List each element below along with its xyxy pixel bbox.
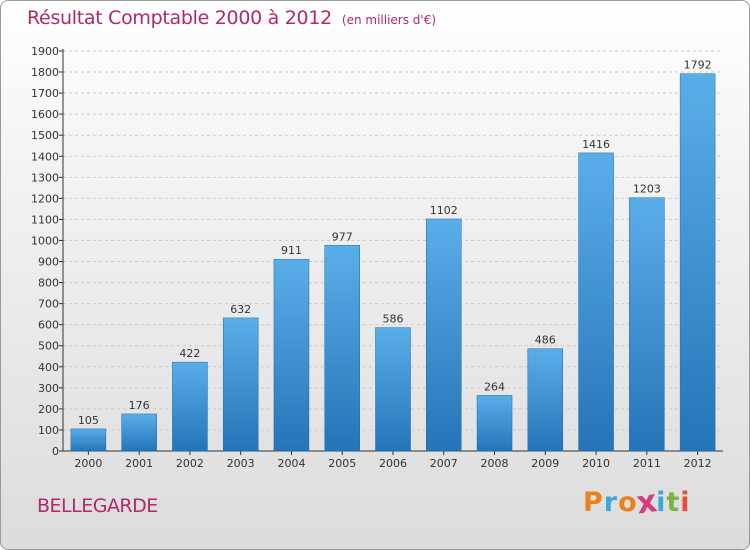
y-tick-label: 1600 — [31, 108, 59, 121]
chart-subtitle: (en milliers d'€) — [341, 13, 437, 27]
y-tick-label: 1300 — [31, 171, 59, 184]
data-label-2007: 1102 — [430, 204, 458, 217]
bar-2008 — [476, 395, 513, 452]
y-tick-label: 700 — [38, 298, 59, 311]
logo-letter: P — [583, 487, 604, 518]
data-label-2010: 1416 — [582, 138, 610, 151]
logo-letter: r — [603, 487, 619, 518]
y-tick-label: 1100 — [31, 213, 59, 226]
y-tick-label: 1200 — [31, 192, 59, 205]
data-label-2012: 1792 — [684, 59, 712, 72]
x-tick-label-2000: 2000 — [74, 457, 102, 470]
bar-2007 — [426, 218, 462, 452]
y-tick-label: 600 — [38, 319, 59, 332]
data-label-2009: 486 — [535, 334, 556, 347]
logo-letter: o — [618, 487, 638, 518]
x-tick-label-2012: 2012 — [684, 457, 712, 470]
y-tick-label: 100 — [38, 424, 59, 437]
title-text: Résultat Comptable 2000 à 2012 — [27, 7, 332, 29]
data-label-2006: 586 — [383, 313, 404, 326]
y-tick-label: 400 — [38, 361, 59, 374]
x-tick-label-2001: 2001 — [125, 457, 153, 470]
logo-letter: t — [666, 487, 681, 518]
bar-2006 — [375, 327, 411, 452]
bar-2012 — [679, 73, 716, 452]
bar-2010 — [578, 152, 614, 452]
x-tick-label-2008: 2008 — [481, 457, 509, 470]
x-tick-label-2005: 2005 — [328, 457, 356, 470]
y-tick-label: 500 — [38, 340, 59, 353]
bar-2003 — [222, 317, 259, 452]
x-tick-label-2009: 2009 — [531, 457, 559, 470]
y-tick-label: 1800 — [31, 66, 59, 79]
data-label-2003: 632 — [230, 303, 251, 316]
bar-2001 — [121, 413, 157, 452]
x-tick-label-2002: 2002 — [176, 457, 204, 470]
y-tick-label: 1700 — [31, 87, 59, 100]
x-tick-label-2007: 2007 — [430, 457, 458, 470]
data-label-2011: 1203 — [633, 183, 661, 196]
chart-title: Résultat Comptable 2000 à 2012 (en millie… — [27, 7, 436, 29]
y-tick-label: 1000 — [31, 234, 59, 247]
data-label-2008: 264 — [484, 380, 505, 393]
bar-2004 — [273, 258, 310, 452]
proxiti-logo[interactable]: Proxiti — [583, 483, 691, 521]
y-tick-label: 800 — [38, 277, 59, 290]
logo-letter: x — [633, 483, 660, 522]
x-tick-label-2004: 2004 — [277, 457, 305, 470]
bar-2011 — [629, 197, 665, 452]
bar-2009 — [527, 348, 564, 452]
x-tick-label-2006: 2006 — [379, 457, 407, 470]
bar-2000 — [70, 428, 107, 452]
y-tick-label: 900 — [38, 256, 59, 269]
data-label-2004: 911 — [281, 244, 302, 257]
x-tick-label-2011: 2011 — [633, 457, 661, 470]
x-tick-label-2010: 2010 — [582, 457, 610, 470]
y-tick-label: 1500 — [31, 129, 59, 142]
y-tick-label: 0 — [52, 445, 59, 458]
y-tick-label: 300 — [38, 382, 59, 395]
data-label-2002: 422 — [179, 347, 200, 360]
y-tick-label: 1900 — [31, 45, 59, 58]
y-tick-label: 1400 — [31, 150, 59, 163]
bars — [70, 73, 716, 452]
data-label-2001: 176 — [129, 399, 150, 412]
labels: 0 100 200 300 400 500 600 700 800 900 1000 1100 1200… — [31, 45, 712, 470]
data-label-2000: 105 — [78, 414, 99, 427]
data-label-2005: 977 — [332, 230, 353, 243]
bar-chart: 0 100 200 300 400 500 600 700 800 900 1000 1100 1200… — [31, 45, 723, 470]
place-name: BELLEGARDE — [37, 495, 158, 517]
x-tick-label-2003: 2003 — [227, 457, 255, 470]
y-tick-label: 200 — [38, 403, 59, 416]
bar-2002 — [172, 361, 208, 452]
logo-letter: i — [656, 487, 667, 518]
bar-2005 — [324, 245, 360, 452]
logo-letter: i — [680, 487, 691, 518]
